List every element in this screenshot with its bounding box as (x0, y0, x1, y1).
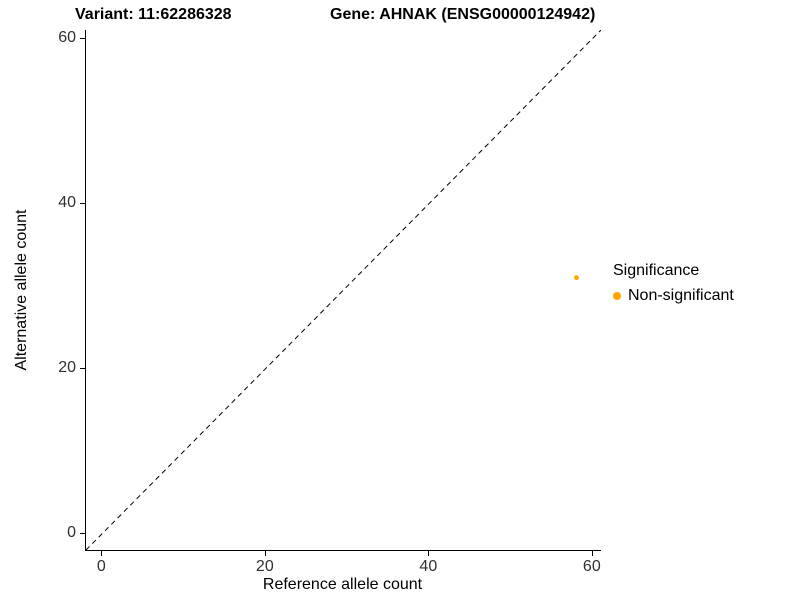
x-tick-mark (428, 551, 430, 556)
x-axis-label: Reference allele count (262, 576, 423, 593)
y-tick-mark (80, 38, 85, 40)
legend-point-icon (613, 292, 621, 300)
legend-entry-label: Non-significant (628, 287, 734, 304)
x-tick-label: 20 (255, 558, 274, 575)
identity-line (86, 30, 601, 550)
x-tick-mark (591, 551, 593, 556)
y-tick-mark (80, 203, 85, 205)
y-tick-label: 60 (58, 29, 76, 47)
x-tick-label: 40 (419, 558, 438, 575)
y-tick-label: 40 (58, 194, 76, 212)
plot-title-variant: Variant: 11:62286328 (75, 6, 232, 23)
data-point (574, 275, 579, 281)
y-tick-mark (80, 533, 85, 535)
x-tick-label: 60 (582, 558, 601, 575)
legend-title: Significance (613, 262, 700, 279)
plot-title-gene: Gene: AHNAK (ENSG00000124942) (330, 6, 596, 23)
y-tick-label: 0 (67, 524, 76, 542)
y-tick-mark (80, 368, 85, 370)
x-tick-mark (101, 551, 103, 556)
x-tick-label: 0 (96, 558, 106, 575)
legend-entry: Non-significant (613, 287, 734, 305)
y-axis-label: Alternative allele count (13, 209, 30, 371)
y-tick-label: 20 (58, 359, 76, 377)
plot-panel (85, 30, 601, 551)
x-tick-mark (264, 551, 266, 556)
legend: Significance Non-significant (613, 262, 734, 305)
plot-canvas (86, 30, 601, 550)
